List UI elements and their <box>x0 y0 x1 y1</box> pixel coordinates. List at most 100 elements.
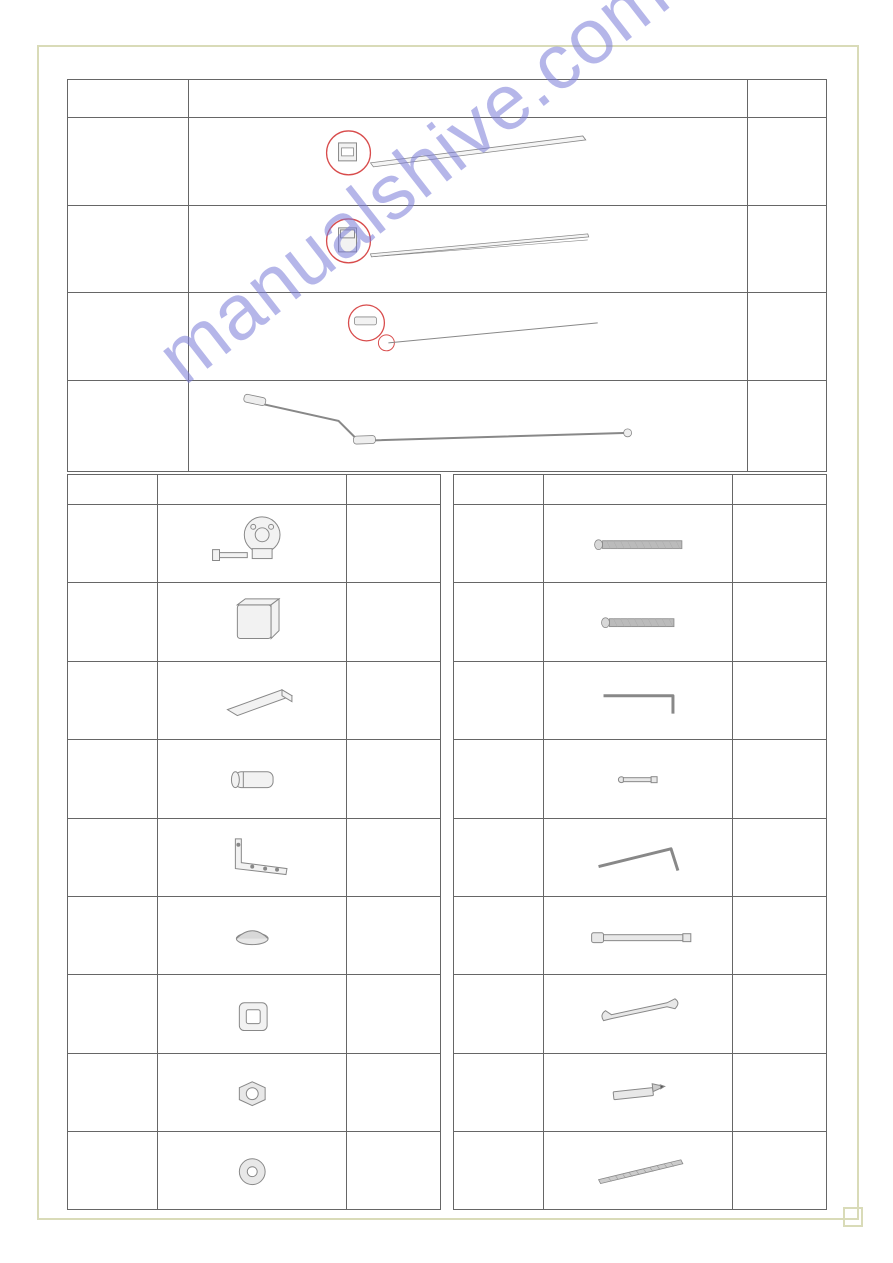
l-diag-6 <box>157 896 346 974</box>
hardware-table-right <box>453 474 827 1210</box>
l-qty-6 <box>347 896 441 974</box>
r-diag-18 <box>543 1132 732 1210</box>
col-header-diagram <box>188 80 747 118</box>
square-plug-icon <box>158 975 346 1052</box>
rcol-diagram <box>543 475 732 505</box>
main-parts-table <box>67 79 827 472</box>
r-qty-14 <box>733 818 827 896</box>
l-diag-8 <box>157 1053 346 1131</box>
l-qty-5 <box>347 818 441 896</box>
r-id-10 <box>454 505 544 583</box>
r-qty-11 <box>733 583 827 661</box>
r-id-18 <box>454 1132 544 1210</box>
cell-diagram-D <box>188 381 747 472</box>
l-qty-9 <box>347 1132 441 1210</box>
r-id-16 <box>454 975 544 1053</box>
r-qty-13 <box>733 740 827 818</box>
cell-id-A <box>68 118 189 206</box>
r-diag-10 <box>543 505 732 583</box>
square-cap-icon <box>158 583 346 660</box>
l-qty-4 <box>347 740 441 818</box>
l-id-9 <box>68 1132 158 1210</box>
r-diag-11 <box>543 583 732 661</box>
l-id-6 <box>68 896 158 974</box>
hardware-table-left <box>67 474 441 1210</box>
rcol-qty <box>733 475 827 505</box>
pencil-icon <box>544 1054 732 1131</box>
socket-rod-icon <box>544 897 732 974</box>
l-qty-7 <box>347 975 441 1053</box>
l-id-1 <box>68 505 158 583</box>
angle-bracket-icon <box>158 819 346 896</box>
r-id-15 <box>454 896 544 974</box>
r-qty-10 <box>733 505 827 583</box>
channel-segment-icon <box>158 662 346 739</box>
r-diag-12 <box>543 661 732 739</box>
cell-diagram-B <box>188 205 747 293</box>
thin-rod-icon <box>189 293 747 380</box>
r-diag-17 <box>543 1053 732 1131</box>
r-id-12 <box>454 661 544 739</box>
l-id-8 <box>68 1053 158 1131</box>
col-header-qty <box>748 80 827 118</box>
cell-qty-C <box>748 293 827 381</box>
cell-id-B <box>68 205 189 293</box>
l-id-3 <box>68 661 158 739</box>
cell-id-D <box>68 381 189 472</box>
l-qty-3 <box>347 661 441 739</box>
l-id-4 <box>68 740 158 818</box>
r-qty-15 <box>733 896 827 974</box>
square-rail-icon <box>189 118 747 205</box>
washer-icon <box>158 1132 346 1209</box>
r-diag-13 <box>543 740 732 818</box>
dome-cap-icon <box>158 897 346 974</box>
r-id-14 <box>454 818 544 896</box>
r-id-11 <box>454 583 544 661</box>
l-id-5 <box>68 818 158 896</box>
cell-qty-B <box>748 205 827 293</box>
r-qty-12 <box>733 661 827 739</box>
l-diag-5 <box>157 818 346 896</box>
allen-key-large-icon <box>544 819 732 896</box>
l-qty-1 <box>347 505 441 583</box>
channel-rail-icon <box>189 206 747 293</box>
lag-screw-icon <box>544 1132 732 1209</box>
hex-bolt-medium-icon <box>544 583 732 660</box>
rcol-no <box>454 475 544 505</box>
r-diag-16 <box>543 975 732 1053</box>
cell-diagram-A <box>188 118 747 206</box>
l-diag-4 <box>157 740 346 818</box>
cell-qty-A <box>748 118 827 206</box>
cell-id-C <box>68 293 189 381</box>
l-diag-1 <box>157 505 346 583</box>
l-id-2 <box>68 583 158 661</box>
l-diag-3 <box>157 661 346 739</box>
cell-qty-D <box>748 381 827 472</box>
page-number-badge <box>843 1207 863 1227</box>
r-id-17 <box>454 1053 544 1131</box>
cell-diagram-C <box>188 293 747 381</box>
r-id-13 <box>454 740 544 818</box>
allen-key-small-icon <box>544 662 732 739</box>
lcol-no <box>68 475 158 505</box>
hex-bolt-long-icon <box>544 505 732 582</box>
r-qty-17 <box>733 1053 827 1131</box>
r-diag-15 <box>543 896 732 974</box>
wrench-icon <box>544 975 732 1052</box>
r-qty-16 <box>733 975 827 1053</box>
l-diag-2 <box>157 583 346 661</box>
l-qty-2 <box>347 583 441 661</box>
hex-nut-icon <box>158 1054 346 1131</box>
col-header-no <box>68 80 189 118</box>
l-diag-7 <box>157 975 346 1053</box>
l-qty-8 <box>347 1053 441 1131</box>
l-diag-9 <box>157 1132 346 1210</box>
lcol-qty <box>347 475 441 505</box>
r-diag-14 <box>543 818 732 896</box>
cylinder-connector-icon <box>158 740 346 817</box>
r-qty-18 <box>733 1132 827 1210</box>
crank-handle-icon <box>189 381 747 471</box>
gear-mechanism-icon <box>158 505 346 582</box>
short-pin-icon <box>544 740 732 817</box>
lcol-diagram <box>157 475 346 505</box>
